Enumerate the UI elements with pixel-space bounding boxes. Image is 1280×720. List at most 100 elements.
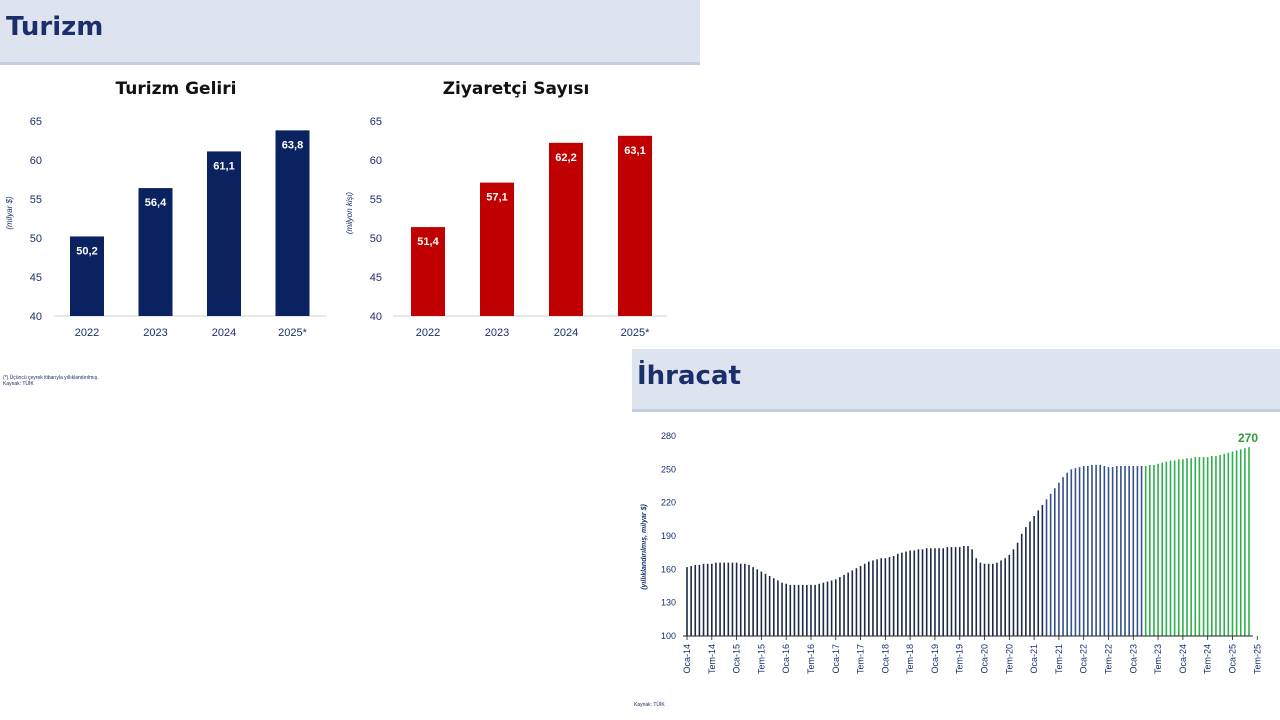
ihracat-bar — [1136, 466, 1139, 636]
ihracat-bar — [1182, 459, 1184, 636]
ihracat-y-tick-label: 100 — [661, 631, 676, 641]
ihracat-bar — [1153, 464, 1155, 636]
ihracat-bar — [1120, 466, 1122, 636]
ihracat-section-title: İhracat — [637, 361, 741, 391]
ihracat-bar — [830, 580, 833, 636]
ihracat-bar — [1020, 533, 1023, 636]
ihracat-bar — [1157, 463, 1159, 636]
ihracat-bar — [789, 584, 792, 636]
ihracat-bar — [727, 562, 730, 636]
ihracat-x-tick-label: Oca-24 — [1178, 644, 1188, 674]
ihracat-bar — [1070, 469, 1073, 636]
ihracat-bar — [818, 583, 821, 636]
ihracat-bar — [1066, 472, 1068, 636]
ihracat-bar — [946, 547, 949, 636]
ihracat-bar — [938, 548, 940, 636]
ihracat-bar — [901, 552, 903, 636]
ihracat-x-tick-label: Tem-22 — [1104, 644, 1114, 674]
turizm-geliri-y-tick-label: 40 — [30, 311, 42, 323]
turizm-geliri-x-tick-label: 2024 — [212, 327, 236, 339]
ziyaretci-sayisi-bar — [411, 227, 445, 316]
ihracat-bar — [942, 548, 945, 636]
ihracat-bar — [715, 562, 717, 636]
ihracat-bar — [760, 571, 763, 636]
ihracat-bar — [843, 574, 845, 636]
ihracat-bar — [1095, 464, 1097, 636]
turizm-footnote: (*) Üçüncü çeyrek itibarıyla yıllıklandı… — [3, 375, 99, 381]
ziyaretci-sayisi-y-tick-label: 60 — [370, 155, 382, 167]
ziyaretci-sayisi-y-axis-label: (milyon kişi) — [345, 192, 354, 235]
ihracat-x-tick-label: Oca-19 — [930, 644, 940, 674]
ihracat-bar — [1149, 464, 1151, 636]
ihracat-bar — [1140, 466, 1143, 636]
ihracat-y-tick-label: 280 — [661, 431, 676, 441]
ihracat-bar — [694, 564, 697, 636]
turizm-geliri-x-tick-label: 2023 — [143, 327, 167, 339]
ihracat-bar — [801, 584, 804, 636]
ihracat-source: Kaynak: TÜİK — [634, 702, 665, 708]
ihracat-y-tick-label: 220 — [661, 498, 676, 508]
ihracat-bar — [967, 546, 969, 636]
ihracat-bar — [1099, 464, 1102, 636]
ihracat-bar — [1190, 458, 1192, 636]
ihracat-bar — [1124, 466, 1126, 636]
ihracat-bar — [1058, 482, 1060, 636]
ziyaretci-sayisi-y-tick-label: 45 — [370, 272, 382, 284]
ihracat-bar — [1045, 499, 1048, 636]
ziyaretci-sayisi-y-tick-label: 55 — [370, 194, 382, 206]
ihracat-bar — [1053, 488, 1056, 636]
ziyaretci-sayisi-bar — [480, 182, 514, 316]
ihracat-bar — [1049, 493, 1052, 636]
ihracat-bar — [690, 566, 692, 636]
turizm-section-header: Turizm — [0, 0, 700, 65]
ihracat-bar — [1008, 554, 1011, 636]
ihracat-bar — [723, 562, 725, 636]
ihracat-bar — [739, 563, 742, 636]
ihracat-bar — [785, 583, 787, 636]
ziyaretci-sayisi-data-label: 57,1 — [486, 192, 507, 204]
ihracat-bar — [1169, 460, 1172, 636]
ihracat-section-header: İhracat — [632, 349, 1280, 412]
ihracat-x-tick-label: Oca-17 — [831, 644, 841, 674]
ihracat-x-tick-label: Oca-14 — [682, 644, 692, 674]
ihracat-bar — [1111, 467, 1114, 636]
ihracat-bar — [1206, 457, 1209, 636]
ihracat-bar — [1173, 460, 1176, 636]
ziyaretci-sayisi-data-label: 62,2 — [555, 152, 576, 164]
ihracat-bar — [1194, 457, 1197, 636]
ihracat-bar — [822, 582, 825, 636]
ihracat-bar — [979, 562, 982, 636]
ihracat-x-tick-label: Oca-23 — [1128, 644, 1138, 674]
ihracat-bar — [706, 563, 709, 636]
ihracat-last-value-label: 270 — [1238, 431, 1258, 445]
ihracat-x-tick-label: Oca-18 — [880, 644, 890, 674]
ziyaretci-sayisi-data-label: 63,1 — [624, 145, 645, 157]
ihracat-bar — [1198, 457, 1201, 636]
ihracat-bar — [868, 561, 870, 636]
ihracat-bar — [1215, 456, 1217, 636]
ihracat-x-tick-label: Oca-16 — [781, 644, 791, 674]
ihracat-bar — [710, 563, 713, 636]
turizm-geliri-bar — [207, 151, 241, 316]
turizm-geliri-data-label: 63,8 — [282, 139, 303, 151]
ihracat-bar — [1078, 467, 1081, 636]
ihracat-bar — [1091, 464, 1093, 636]
ihracat-bar — [991, 563, 994, 636]
ihracat-bar — [752, 567, 754, 636]
ihracat-bar — [851, 570, 854, 636]
ihracat-bar — [950, 547, 953, 636]
ihracat-bar — [1239, 449, 1242, 636]
ihracat-bar — [859, 566, 862, 636]
ihracat-bar — [847, 572, 849, 636]
ihracat-x-tick-label: Tem-19 — [955, 644, 965, 674]
ihracat-bar — [896, 553, 899, 636]
ihracat-bar — [1037, 510, 1040, 636]
ihracat-bar — [1202, 457, 1205, 636]
ihracat-x-tick-label: Tem-14 — [707, 644, 717, 674]
ihracat-x-tick-label: Tem-16 — [806, 644, 816, 674]
ziyaretci-sayisi-bar — [618, 135, 652, 316]
ihracat-bar — [1132, 466, 1135, 636]
ihracat-x-tick-label: Tem-18 — [905, 644, 915, 674]
ihracat-bar — [1186, 458, 1188, 636]
ihracat-bar — [983, 563, 986, 636]
